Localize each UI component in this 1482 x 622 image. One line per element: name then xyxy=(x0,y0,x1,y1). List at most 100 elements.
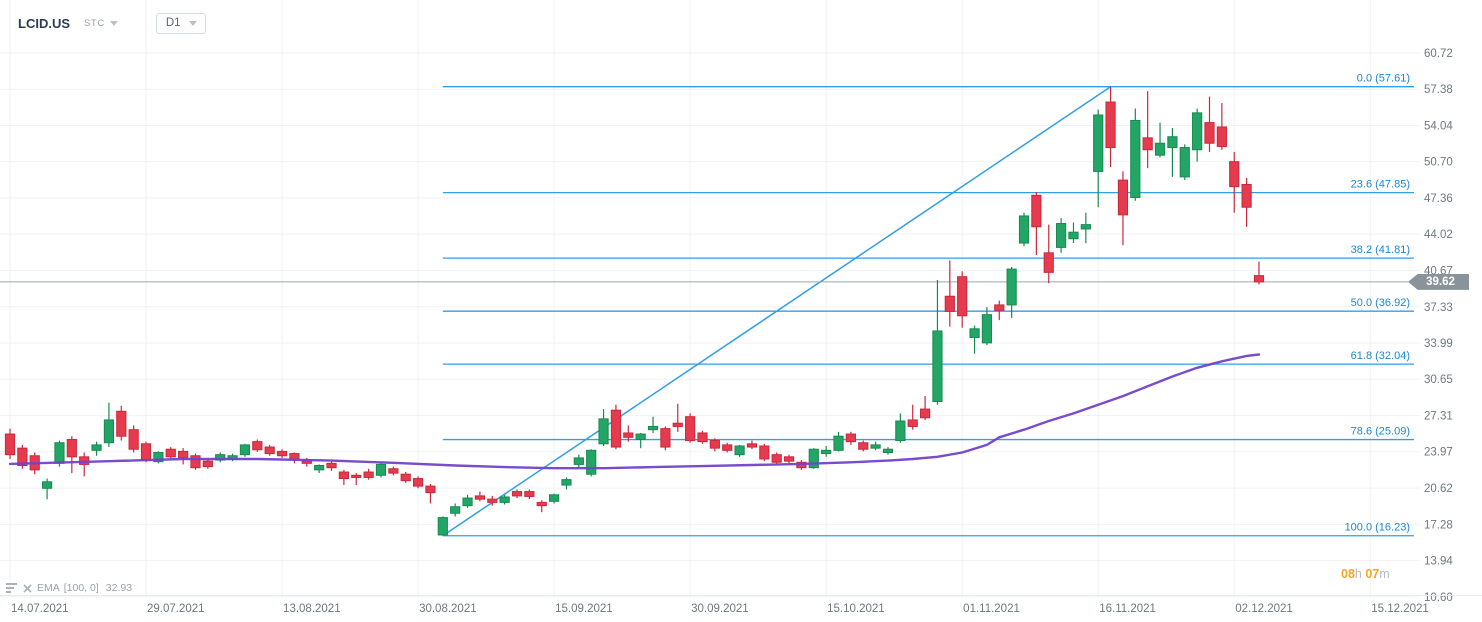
indicator-value: 32.93 xyxy=(105,582,133,594)
candle xyxy=(981,314,993,344)
y-axis-label: 23.97 xyxy=(1424,447,1453,459)
candle xyxy=(1142,137,1153,151)
last-price-badge: 39.62 xyxy=(1408,273,1469,290)
x-axis-label: 01.11.2021 xyxy=(963,603,1020,615)
remove-indicator-icon[interactable] xyxy=(21,582,33,594)
y-axis-label: 13.94 xyxy=(1424,556,1453,568)
candle xyxy=(561,479,572,486)
candle xyxy=(746,443,758,448)
symbol-label: LCID.US xyxy=(18,16,70,31)
candle xyxy=(17,447,28,467)
candle xyxy=(1192,112,1203,151)
chart-header: LCID.US STC D1 xyxy=(18,13,206,34)
candle xyxy=(178,450,189,459)
market-segment-dropdown[interactable]: STC xyxy=(84,18,118,29)
candle xyxy=(610,409,622,448)
candle xyxy=(1080,224,1091,230)
candle xyxy=(289,453,300,460)
countdown-minutes: 07 xyxy=(1365,567,1380,581)
candle xyxy=(252,441,263,451)
timeframe-dropdown[interactable]: D1 xyxy=(155,13,206,34)
candle xyxy=(660,428,671,448)
y-axis-label: 33.99 xyxy=(1424,338,1453,350)
y-axis-label: 17.28 xyxy=(1424,519,1453,531)
chevron-down-icon xyxy=(188,20,197,26)
candle xyxy=(1167,136,1178,149)
x-axis-label: 15.12.2021 xyxy=(1371,603,1429,615)
ema-line[interactable] xyxy=(8,353,1261,470)
candle xyxy=(722,444,733,451)
candle xyxy=(202,460,213,468)
candle xyxy=(586,449,597,475)
candle xyxy=(116,410,127,437)
candle xyxy=(808,448,819,469)
x-axis-label: 30.09.2021 xyxy=(691,603,749,615)
trendline[interactable] xyxy=(442,86,1111,537)
fib-level-label: 78.6 (25.09) xyxy=(1351,426,1410,438)
candle xyxy=(1229,161,1240,188)
x-axis-label: 13.08.2021 xyxy=(283,603,341,615)
candle xyxy=(103,419,115,444)
candle xyxy=(833,435,844,451)
fib-level-label: 23.6 (47.85) xyxy=(1351,179,1410,191)
candle xyxy=(140,443,152,461)
candle xyxy=(239,444,251,456)
x-axis-label: 30.08.2021 xyxy=(419,603,477,615)
candle xyxy=(437,517,448,536)
candle xyxy=(1204,122,1215,144)
candle xyxy=(845,433,856,443)
indicator-settings-icon[interactable] xyxy=(5,582,17,594)
candle xyxy=(1093,114,1104,172)
candle xyxy=(314,465,325,471)
indicator-name: EMA xyxy=(37,582,60,594)
candle xyxy=(338,471,349,480)
candle xyxy=(474,495,486,500)
candle xyxy=(895,420,906,442)
candle xyxy=(969,328,980,338)
candle xyxy=(957,276,968,317)
candle xyxy=(1216,126,1227,147)
countdown-hours: 08 xyxy=(1341,567,1355,581)
candle xyxy=(1056,223,1067,248)
candle xyxy=(375,463,387,476)
candle xyxy=(635,433,646,440)
candle xyxy=(54,442,65,464)
y-axis-label: 54.04 xyxy=(1424,120,1453,132)
candle xyxy=(536,501,547,507)
chevron-down-icon xyxy=(109,21,118,26)
candle xyxy=(462,497,473,507)
candle xyxy=(1068,231,1079,240)
candle xyxy=(128,429,139,450)
y-axis-label: 10.60 xyxy=(1424,592,1453,604)
y-axis-label: 57.38 xyxy=(1424,84,1453,96)
candle xyxy=(165,448,176,458)
candle xyxy=(944,295,955,312)
y-axis-label: 37.33 xyxy=(1424,302,1453,314)
last-price-value: 39.62 xyxy=(1426,275,1455,288)
candle xyxy=(524,491,535,497)
candle xyxy=(499,496,510,503)
candle xyxy=(450,506,461,514)
y-axis-label: 20.62 xyxy=(1424,483,1453,495)
indicator-params: [100, 0] xyxy=(63,582,99,594)
candle xyxy=(264,446,275,455)
x-axis-label: 15.09.2021 xyxy=(555,603,613,615)
candle xyxy=(425,485,436,494)
y-axis-label: 60.72 xyxy=(1424,48,1453,60)
candle xyxy=(783,456,795,462)
candle xyxy=(1043,252,1054,273)
candle xyxy=(882,448,894,453)
candle xyxy=(685,416,696,442)
candle xyxy=(672,422,683,427)
indicator-row: EMA [100, 0] 32.93 xyxy=(5,582,132,594)
market-segment-label: STC xyxy=(84,18,105,29)
countdown-minutes-unit: m xyxy=(1379,567,1390,581)
candle xyxy=(400,473,411,482)
candle xyxy=(1154,142,1166,156)
candle xyxy=(623,432,634,438)
candle xyxy=(697,432,708,443)
y-axis-label: 47.36 xyxy=(1424,193,1453,205)
candle xyxy=(66,438,77,458)
candle xyxy=(759,445,770,460)
